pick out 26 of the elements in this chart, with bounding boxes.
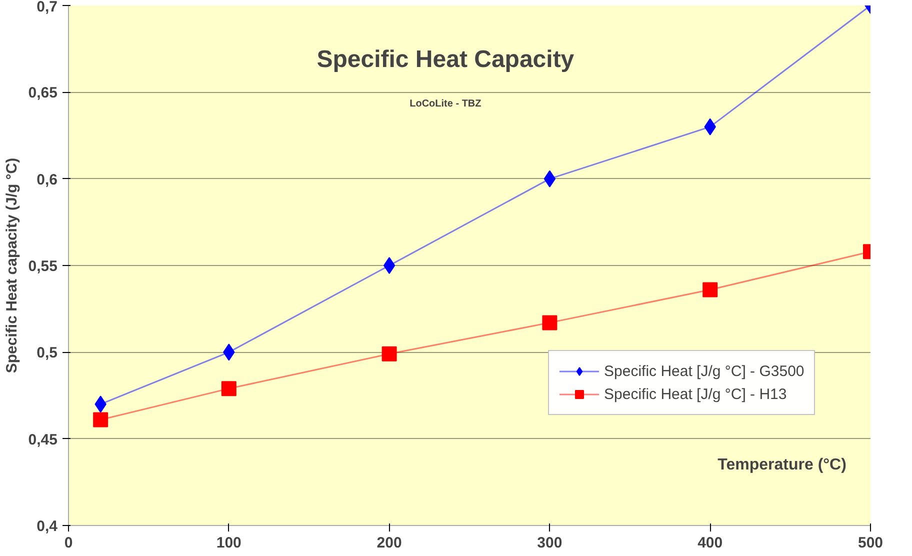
y-tick-label: 0,5 bbox=[36, 344, 58, 362]
point bbox=[702, 282, 718, 298]
point bbox=[382, 346, 397, 362]
y-tick-label: 0,6 bbox=[36, 171, 58, 188]
y-axis-title: Specific Heat capacity (J/g °C) bbox=[3, 158, 20, 374]
x-tick-label: 100 bbox=[216, 534, 242, 552]
y-tick-label: 0,4 bbox=[36, 518, 58, 535]
y-tick-label: 0,55 bbox=[28, 258, 58, 275]
x-tick-label: 0 bbox=[64, 534, 73, 552]
x-tick-label: 200 bbox=[376, 534, 402, 552]
x-tick-label: 500 bbox=[858, 534, 884, 552]
point bbox=[542, 315, 558, 330]
point bbox=[221, 381, 236, 396]
point bbox=[93, 412, 108, 428]
y-tick-label: 0,65 bbox=[28, 84, 58, 102]
x-axis-title: Temperature (°C) bbox=[718, 456, 846, 474]
legend-label: Specific Heat [J/g °C] - H13 bbox=[604, 386, 787, 402]
text: Specific Heat Capacity bbox=[316, 46, 575, 74]
y-tick-label: 0,7 bbox=[36, 0, 58, 16]
x-tick-label: 400 bbox=[698, 534, 723, 552]
text: LoCoLite - TBZ bbox=[410, 98, 482, 110]
legend-label: Specific Heat [J/g °C] - G3500 bbox=[604, 362, 804, 380]
y-tick-label: 0,45 bbox=[28, 431, 58, 448]
x-tick-label: 300 bbox=[537, 534, 562, 552]
point bbox=[383, 257, 396, 274]
point bbox=[544, 170, 556, 188]
